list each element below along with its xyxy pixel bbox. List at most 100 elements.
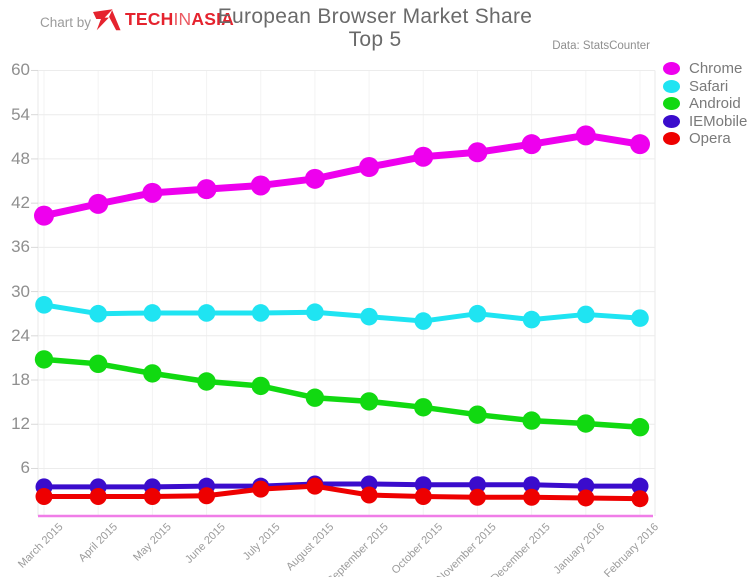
data-point-android-8 [468, 405, 487, 424]
chart-title: European Browser Market Share Top 5 [0, 5, 750, 51]
techinasia-logo: TECHINASIA [93, 8, 234, 31]
y-tick-label-36: 36 [11, 237, 30, 257]
data-point-chrome-11 [630, 134, 650, 155]
data-point-android-7 [414, 398, 433, 417]
data-point-safari-2 [143, 304, 162, 322]
series-opera [35, 477, 649, 508]
legend-label-android: Android [689, 95, 741, 113]
data-point-android-5 [305, 388, 325, 407]
data-point-safari-7 [414, 312, 433, 330]
legend-item-safari: Safari [663, 77, 747, 95]
data-point-opera-11 [631, 490, 649, 508]
data-point-safari-6 [360, 307, 378, 326]
data-point-chrome-3 [196, 179, 217, 200]
data-point-opera-3 [198, 487, 216, 505]
legend-dot-android [663, 97, 680, 111]
logo-text-asia: ASIA [191, 9, 234, 29]
data-point-opera-0 [35, 487, 53, 505]
legend-dot-iemobile [663, 114, 680, 128]
data-point-android-11 [630, 418, 650, 437]
series-line-android [41, 356, 643, 430]
data-point-iemobile-10 [577, 477, 595, 495]
series-chrome [34, 125, 650, 226]
y-tick-label-12: 12 [11, 414, 30, 434]
y-tick-label-6: 6 [20, 458, 30, 478]
legend: Chrome Safari Android IEMobile Opera [663, 60, 748, 150]
y-tick-label-60: 60 [11, 60, 30, 80]
data-point-iemobile-7 [414, 476, 432, 494]
y-tick-label-54: 54 [11, 104, 30, 124]
logo-text-in: IN [173, 9, 192, 29]
techinasia-logo-mark [93, 9, 121, 31]
legend-item-chrome: Chrome [663, 60, 747, 78]
data-point-opera-1 [89, 487, 107, 505]
series-line-iemobile [41, 481, 643, 490]
data-point-safari-3 [197, 304, 216, 322]
y-tick-label-42: 42 [11, 193, 30, 213]
data-point-safari-5 [306, 303, 324, 322]
data-point-safari-0 [35, 296, 53, 314]
data-point-android-1 [88, 354, 108, 374]
chart-title-line2: Top 5 [348, 28, 402, 51]
legend-item-opera: Opera [663, 130, 747, 148]
chart-title-line1: European Browser Market Share [217, 5, 533, 28]
data-point-chrome-9 [521, 134, 542, 155]
legend-dot-chrome [663, 62, 680, 76]
data-point-opera-6 [360, 486, 378, 504]
series-line-opera [41, 483, 643, 502]
data-point-chrome-2 [142, 182, 163, 203]
data-point-opera-2 [143, 487, 161, 505]
data-point-android-3 [197, 372, 216, 391]
data-point-chrome-1 [88, 193, 109, 214]
series-line-safari [41, 302, 643, 324]
data-point-iemobile-8 [468, 476, 486, 494]
data-point-opera-7 [414, 487, 432, 505]
chart-by-label: Chart by [40, 15, 92, 30]
y-tick-label-48: 48 [11, 148, 30, 168]
data-point-chrome-4 [250, 175, 271, 196]
data-point-chrome-0 [34, 205, 54, 226]
legend-item-android: Android [663, 95, 747, 113]
data-point-chrome-10 [575, 125, 596, 146]
legend-item-iemobile: IEMobile [663, 112, 748, 130]
legend-label-chrome: Chrome [689, 60, 743, 78]
techinasia-logo-text: TECHINASIA [125, 9, 234, 30]
data-point-opera-5 [306, 477, 324, 495]
data-point-android-10 [576, 414, 596, 433]
data-point-safari-4 [251, 304, 270, 322]
data-point-android-9 [522, 411, 541, 430]
y-tick-label-24: 24 [11, 325, 30, 345]
series-safari [35, 296, 649, 330]
data-point-android-4 [251, 376, 270, 396]
y-tick-label-30: 30 [11, 281, 30, 301]
legend-label-safari: Safari [689, 77, 729, 95]
data-point-opera-10 [577, 489, 595, 507]
y-tick-label-18: 18 [11, 370, 30, 390]
data-point-safari-9 [522, 310, 541, 329]
data-point-chrome-6 [359, 157, 380, 178]
data-point-chrome-8 [467, 142, 488, 163]
data-point-iemobile-11 [631, 477, 649, 495]
data-source-label: Data: StatsCounter [552, 40, 650, 52]
legend-dot-opera [663, 132, 680, 146]
data-point-iemobile-9 [523, 476, 541, 494]
data-point-safari-11 [631, 309, 649, 327]
data-point-safari-8 [468, 304, 487, 323]
data-point-safari-10 [577, 305, 595, 324]
data-point-android-2 [143, 364, 162, 383]
series-android [34, 350, 650, 437]
legend-dot-safari [663, 79, 680, 93]
data-point-safari-1 [89, 304, 107, 323]
data-point-chrome-7 [413, 146, 434, 167]
logo-text-tech: TECH [125, 9, 174, 29]
data-point-opera-4 [252, 480, 270, 498]
legend-label-opera: Opera [689, 130, 731, 148]
data-point-chrome-5 [304, 168, 325, 189]
data-point-android-6 [359, 392, 379, 411]
legend-label-iemobile: IEMobile [689, 112, 748, 130]
data-point-opera-9 [523, 488, 541, 506]
data-point-opera-8 [468, 488, 486, 506]
data-point-android-0 [34, 350, 54, 369]
